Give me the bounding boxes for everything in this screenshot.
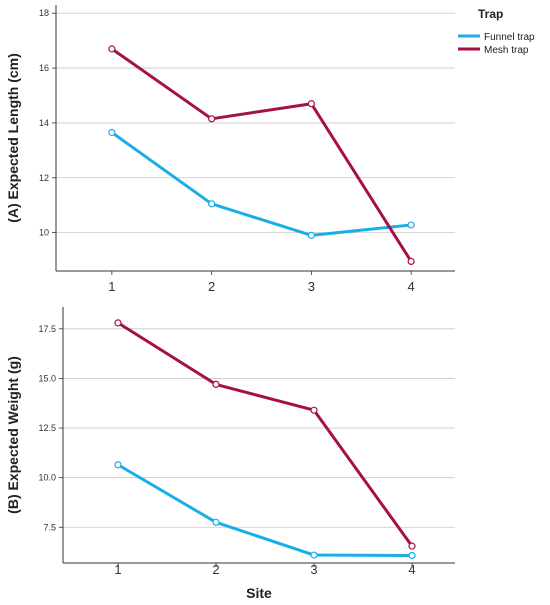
y-tick-label: 10	[39, 228, 49, 238]
x-tick-label: 1	[114, 562, 121, 577]
data-point-mesh-trap	[408, 542, 416, 550]
y-tick-label: 16	[39, 63, 49, 73]
series-line-mesh-trap	[117, 321, 414, 548]
y-tick-label: 12	[39, 173, 49, 183]
data-point-funnel-trap	[307, 231, 315, 239]
data-point-funnel-trap	[108, 128, 116, 137]
x-tick-label: 3	[310, 562, 317, 577]
y-tick-label: 12.5	[38, 423, 56, 433]
series-line-mesh-trap	[111, 47, 413, 263]
y-tick-label: 10.0	[38, 473, 56, 483]
y-axis-title: (A) Expected Length (cm)	[5, 53, 21, 223]
legend-label-mesh: Mesh trap	[484, 45, 529, 56]
x-tick-label: 2	[208, 279, 215, 294]
data-point-funnel-trap	[310, 551, 318, 559]
data-point-mesh-trap	[108, 45, 116, 53]
x-tick-label: 4	[408, 279, 415, 294]
legend-title: Trap	[478, 7, 503, 21]
data-point-funnel-trap	[114, 461, 122, 469]
data-point-mesh-trap	[307, 100, 315, 108]
data-point-mesh-trap	[114, 319, 122, 327]
series-line-funnel-trap	[117, 463, 413, 557]
x-tick-label: 1	[108, 279, 115, 294]
x-tick-label: 2	[212, 562, 219, 577]
y-tick-label: 14	[39, 118, 49, 128]
y-axis-title: (B) Expected Weight (g)	[5, 356, 21, 514]
x-tick-label: 4	[408, 562, 415, 577]
data-point-funnel-trap	[212, 518, 220, 526]
data-point-mesh-trap	[208, 115, 216, 123]
series-line-funnel-trap	[111, 131, 412, 237]
legend: Trap Funnel trap Mesh trap	[458, 7, 535, 56]
y-tick-label: 18	[39, 8, 49, 18]
data-point-funnel-trap	[408, 551, 416, 560]
y-tick-label: 15.0	[38, 373, 56, 383]
data-point-mesh-trap	[407, 257, 415, 266]
data-point-funnel-trap	[208, 200, 216, 208]
data-point-funnel-trap	[407, 221, 415, 229]
data-point-mesh-trap	[310, 406, 318, 414]
y-tick-label: 7.5	[43, 522, 56, 532]
x-axis-title: Site	[246, 585, 272, 601]
y-tick-label: 17.5	[38, 324, 56, 334]
data-point-mesh-trap	[212, 380, 220, 388]
x-tick-label: 3	[308, 279, 315, 294]
legend-label-funnel: Funnel trap	[484, 32, 535, 43]
panel-b-weight: 7.5 10.0 12.5 15.0 17.5 1 2 3 4 (B) Expected Weig…	[5, 307, 455, 601]
